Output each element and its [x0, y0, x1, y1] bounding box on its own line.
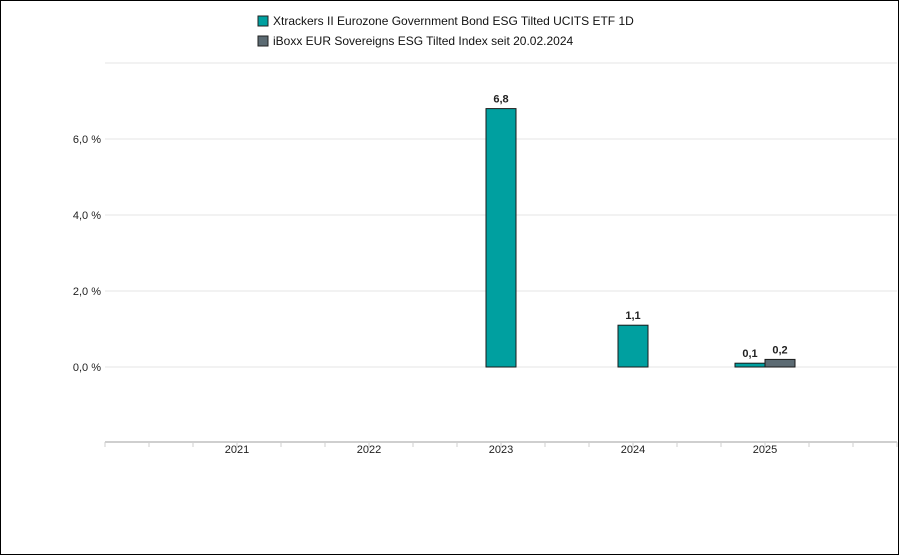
data-label-2024-series-1: 1,1 — [625, 310, 640, 322]
x-tick-label: 2025 — [753, 444, 777, 456]
bar-2024-series-1 — [617, 324, 649, 368]
y-tick-label: 6,0 % — [73, 134, 101, 146]
legend-label-1: Xtrackers II Eurozone Government Bond ES… — [273, 14, 634, 28]
data-label-2023-series-1: 6,8 — [493, 94, 508, 106]
bar-2025-series-1 — [734, 362, 766, 368]
x-tick-label: 2021 — [225, 444, 249, 456]
y-axis: 0,0 % 2,0 % 4,0 % 6,0 % — [73, 134, 101, 374]
y-tick-label: 2,0 % — [73, 286, 101, 298]
bars — [485, 108, 796, 368]
legend: Xtrackers II Eurozone Government Bond ES… — [257, 14, 634, 48]
x-tick-label: 2022 — [357, 444, 381, 456]
data-label-2025-series-1: 0,1 — [742, 348, 757, 360]
legend-swatch-1 — [257, 15, 269, 27]
legend-label-2: iBoxx EUR Sovereigns ESG Tilted Index se… — [273, 34, 573, 48]
bar-2025-series-2 — [764, 358, 796, 368]
value-labels: 6,8 1,1 0,1 0,2 — [493, 94, 787, 361]
x-tick-label: 2023 — [489, 444, 513, 456]
x-tick-label: 2024 — [621, 444, 645, 456]
legend-swatch-2 — [257, 35, 269, 47]
x-axis: 2021 2022 2023 2024 2025 — [104, 441, 898, 456]
data-label-2025-series-2: 0,2 — [772, 344, 787, 356]
y-tick-label: 0,0 % — [73, 362, 101, 374]
y-tick-label: 4,0 % — [73, 210, 101, 222]
bar-2023-series-1 — [485, 108, 517, 368]
